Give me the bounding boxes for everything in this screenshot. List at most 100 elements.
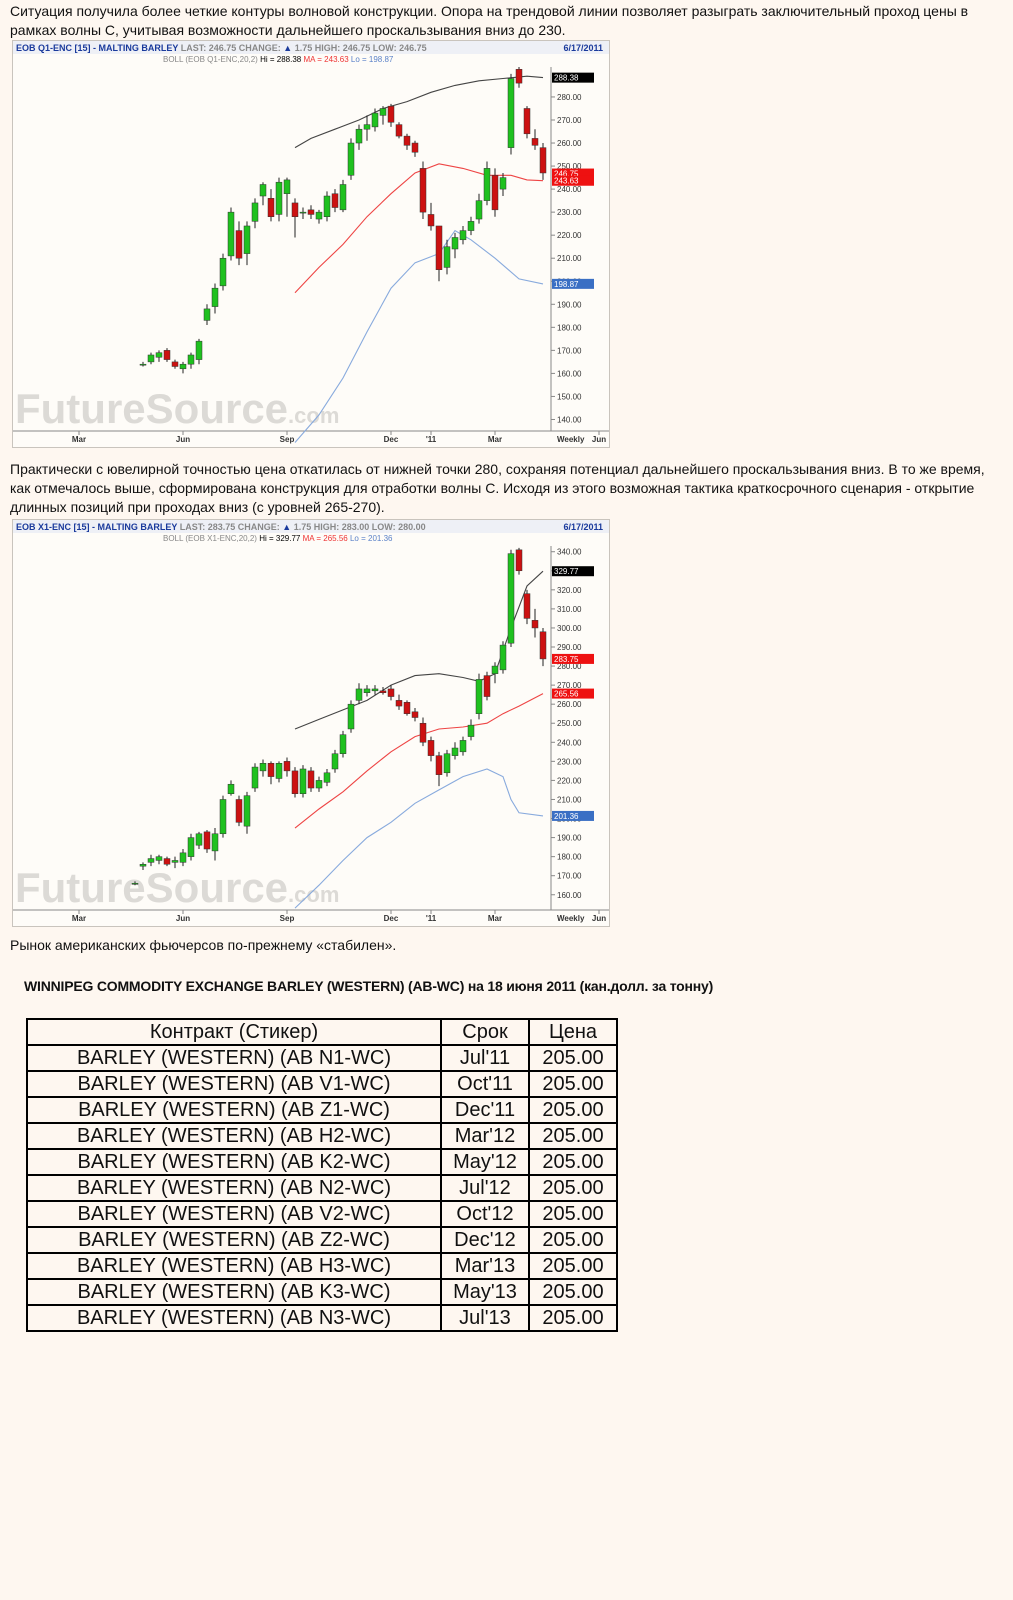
- candle: [275, 761, 283, 783]
- y-tick-label: 290.00: [557, 643, 582, 652]
- price-badge: [552, 175, 594, 186]
- candle-body-up: [323, 772, 331, 783]
- term-cell: Jul'12: [440, 1174, 530, 1202]
- boll-prefix: BOLL (EOB Q1-ENC,20,2): [163, 55, 258, 64]
- candle: [283, 757, 291, 777]
- term-cell: May'13: [440, 1278, 530, 1306]
- candle-body-down: [163, 350, 171, 360]
- y-tick-label: 270.00: [557, 116, 582, 125]
- watermark: FutureSource.com: [15, 864, 339, 911]
- candle: [251, 198, 259, 229]
- candle: [515, 547, 523, 575]
- last-value: 283.75: [208, 522, 236, 532]
- y-tick-label: 260.00: [557, 139, 582, 148]
- term-cell: Mar'12: [440, 1122, 530, 1150]
- candle: [131, 881, 139, 886]
- chart-header: EOB X1-ENC [15] - MALTING BARLEY LAST: 2…: [16, 522, 426, 532]
- candle: [443, 239, 451, 275]
- y-tick-label: 170.00: [557, 346, 582, 355]
- candle-body-up: [131, 883, 139, 885]
- boll-legend: BOLL (EOB Q1-ENC,20,2) Hi = 288.38 MA = …: [163, 55, 394, 64]
- candle: [459, 225, 467, 245]
- paragraph-2: Практически с ювелирной точностью цена о…: [10, 461, 985, 515]
- candle: [467, 216, 475, 236]
- candle: [347, 138, 355, 180]
- candle: [387, 685, 395, 701]
- candle-body-up: [275, 181, 283, 215]
- candle-body-up: [179, 852, 187, 863]
- candle: [243, 791, 251, 834]
- candle: [179, 361, 187, 374]
- table-row: BARLEY (WESTERN) (AB Z1-WC) Dec'11 205.00: [26, 1096, 618, 1124]
- candle-body-up: [451, 237, 459, 250]
- candle: [275, 177, 283, 222]
- contract-cell: BARLEY (WESTERN) (AB H2-WC): [26, 1122, 442, 1150]
- chart-header-bar: [13, 520, 609, 533]
- candle-body-up: [211, 287, 219, 307]
- candle-body-up: [459, 740, 467, 753]
- chart-symbol: EOB Q1-ENC [15] - MALTING BARLEY: [16, 43, 178, 53]
- table-row: BARLEY (WESTERN) (AB N3-WC) Jul'13 205.00: [26, 1304, 618, 1332]
- candle-body-down: [523, 593, 531, 619]
- candle: [443, 749, 451, 777]
- contract-cell: BARLEY (WESTERN) (AB N1-WC): [26, 1044, 442, 1072]
- price-cell: 205.00: [528, 1252, 618, 1280]
- candle: [211, 828, 219, 861]
- y-tick-label: 220.00: [557, 231, 582, 240]
- candle-body-down: [203, 831, 211, 850]
- chart-symbol: EOB X1-ENC [15] - MALTING BARLEY: [16, 522, 177, 532]
- candle-body-up: [347, 142, 355, 176]
- candle: [355, 124, 363, 150]
- last-label: LAST:: [180, 522, 206, 532]
- term-cell: Oct'12: [440, 1200, 530, 1228]
- watermark: FutureSource.com: [15, 385, 339, 432]
- candle: [491, 168, 499, 217]
- candle: [451, 742, 459, 760]
- candle-body-down: [435, 225, 443, 270]
- term-cell: Mar'13: [440, 1252, 530, 1280]
- bollinger-lower-band: [294, 768, 544, 909]
- y-tick-label: 320.00: [557, 586, 582, 595]
- y-tick-label: 210.00: [557, 254, 582, 263]
- candle-body-up: [251, 202, 259, 222]
- candle-body-up: [171, 860, 179, 863]
- candle: [507, 73, 515, 155]
- y-tick-label: 180.00: [557, 853, 582, 862]
- candle-body-up: [243, 795, 251, 827]
- candle: [171, 856, 179, 869]
- table-row: BARLEY (WESTERN) (AB N2-WC) Jul'12 205.00: [26, 1174, 618, 1202]
- candle: [523, 589, 531, 625]
- x-tick-label: Mar: [72, 435, 86, 444]
- candle-body-down: [307, 770, 315, 789]
- candle: [539, 143, 547, 180]
- candle-body-down: [515, 549, 523, 572]
- contract-cell: BARLEY (WESTERN) (AB Z1-WC): [26, 1096, 442, 1124]
- y-tick-label: 280.00: [557, 93, 582, 102]
- boll-hi-value: 329.77: [276, 534, 301, 543]
- y-tick-label: 230.00: [557, 208, 582, 217]
- candle: [171, 359, 179, 369]
- x-tick-label: Mar: [488, 914, 502, 923]
- candle-body-up: [363, 688, 371, 693]
- candle-body-down: [379, 690, 387, 693]
- candle-body-up: [371, 112, 379, 128]
- last-label: LAST:: [181, 43, 207, 53]
- candle-body-down: [515, 69, 523, 84]
- watermark-text: FutureSource: [15, 385, 288, 432]
- x-tick-label: Jun: [592, 435, 606, 444]
- candle: [331, 189, 339, 213]
- price-badge-label: 288.38: [554, 74, 579, 83]
- boll-lo-label: Lo =: [351, 55, 367, 64]
- candle: [347, 700, 355, 733]
- candle-body-up: [227, 211, 235, 257]
- candle-body-up: [139, 864, 147, 867]
- candle: [147, 854, 155, 867]
- price-badge: [552, 653, 594, 664]
- boll-lo-value: 198.87: [369, 55, 394, 64]
- table-row: BARLEY (WESTERN) (AB N1-WC) Jul'11 205.00: [26, 1044, 618, 1072]
- candle-body-up: [339, 184, 347, 211]
- candle-body-up: [331, 753, 339, 770]
- candle-body-down: [483, 675, 491, 697]
- y-tick-label: 180.00: [557, 323, 582, 332]
- high-label: HIGH:: [315, 43, 341, 53]
